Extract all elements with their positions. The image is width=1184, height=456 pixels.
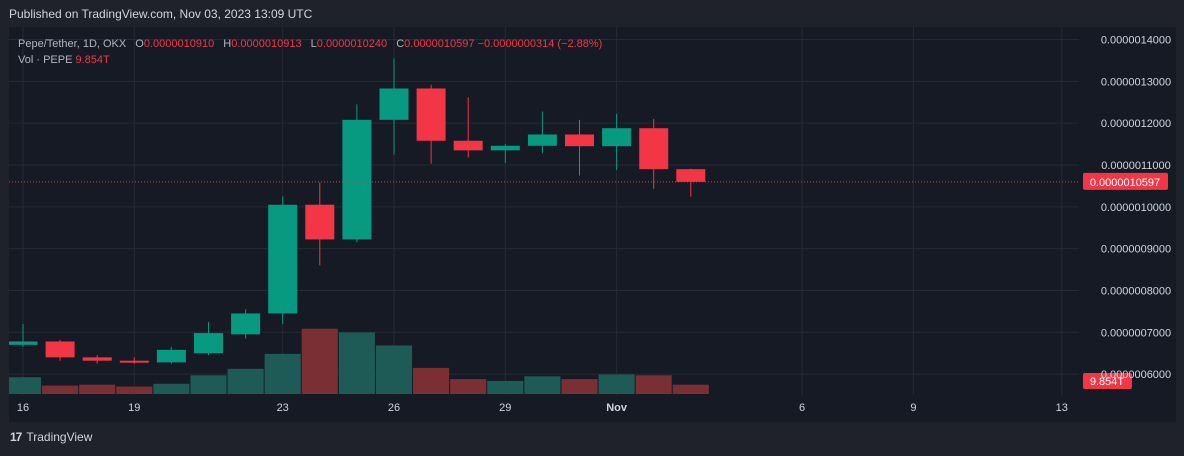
candle-body — [490, 145, 520, 151]
price-tick-label: 0.0000010000 — [1101, 202, 1171, 214]
candle-body — [527, 134, 557, 146]
grid — [9, 27, 1079, 395]
volume-bars — [9, 328, 709, 394]
volume-bar — [264, 353, 301, 394]
close-value: 0.0000010597 — [404, 38, 475, 50]
open-label: O — [135, 38, 144, 50]
legend: Pepe/Tether, 1D, OKX O0.0000010910 H0.00… — [18, 36, 602, 68]
price-tick-label: 0.0000009000 — [1101, 244, 1171, 256]
footer[interactable]: 17 TradingView — [10, 430, 92, 444]
price-tick-label: 0.0000008000 — [1101, 285, 1171, 297]
candle-body — [453, 140, 483, 151]
candle-body — [194, 333, 223, 354]
price-tick-label: 0.0000006000 — [1101, 369, 1171, 381]
open-value: 0.0000010910 — [143, 38, 215, 50]
volume-bar — [375, 345, 413, 394]
volume-row: Vol · PEPE 9.854T — [18, 52, 602, 68]
tradingview-logo-icon: 17 — [10, 430, 22, 444]
volume-bar — [598, 374, 635, 394]
date-tick-label: 29 — [499, 402, 511, 414]
last-volume-label: 9.854T — [1090, 376, 1125, 388]
price-tick-label: 0.0000007000 — [1101, 327, 1171, 339]
volume-bar — [227, 368, 264, 394]
date-tick-label: 23 — [277, 402, 289, 414]
last-volume-badge — [1083, 373, 1132, 389]
price-tick-label: 0.0000011000 — [1101, 160, 1171, 172]
candle-body — [602, 128, 632, 147]
candle-body — [156, 349, 186, 363]
date-tick-label: 6 — [799, 402, 805, 414]
date-tick-label: 19 — [128, 402, 140, 414]
volume-bar — [42, 385, 79, 394]
volume-bar — [524, 376, 561, 394]
candle-body — [45, 341, 75, 358]
volume-bar — [672, 384, 709, 394]
volume-bar — [153, 383, 190, 394]
volume-bar — [9, 377, 42, 394]
date-tick-label: 9 — [910, 402, 916, 414]
candle-body — [9, 341, 38, 345]
candles — [9, 58, 706, 364]
change-value: −0.0000000314 (−2.88%) — [477, 38, 603, 50]
candle-body — [565, 134, 594, 147]
time-axis: 16 19 23 26 29 Nov 6 9 13 — [17, 402, 1068, 414]
candle-body — [119, 360, 149, 363]
brand-label: TradingView — [26, 430, 93, 444]
last-price-line: 0.0000010597 9.854T — [9, 172, 1168, 389]
volume-label: Vol · PEPE — [18, 54, 73, 66]
low-value: 0.0000010240 — [316, 38, 388, 50]
date-tick-label: 26 — [388, 402, 400, 414]
price-tick-label: 0.0000014000 — [1101, 35, 1171, 47]
high-label: H — [223, 38, 232, 50]
candle-body — [305, 204, 335, 240]
date-tick-label: 16 — [17, 402, 29, 414]
candle-body — [379, 88, 409, 120]
high-value: 0.0000010913 — [231, 38, 302, 50]
candlestick-chart[interactable]: 0.0000010597 9.854T 0.0000006000 0.0000007… — [9, 27, 1176, 422]
date-tick-label: 13 — [1056, 402, 1068, 414]
price-axis: 0.0000006000 0.0000007000 0.0000008000 0.00… — [1101, 35, 1171, 382]
price-tick-label: 0.0000013000 — [1101, 76, 1171, 88]
volume-bar — [450, 379, 487, 394]
close-label: C — [396, 38, 405, 50]
volume-bar — [561, 379, 598, 394]
last-price-label: 0.0000010597 — [1090, 177, 1160, 189]
volume-bar — [413, 367, 450, 394]
volume-bar — [487, 380, 524, 394]
candle-body — [268, 204, 298, 314]
candle-body — [416, 88, 446, 141]
date-tick-label: Nov — [606, 402, 628, 414]
last-price-badge — [1083, 172, 1168, 190]
volume-bar — [301, 328, 338, 394]
volume-bar — [190, 375, 227, 394]
volume-bar — [116, 386, 153, 394]
chart-frame[interactable]: 0.0000010597 9.854T 0.0000006000 0.0000007… — [9, 27, 1176, 422]
price-tick-label: 0.0000012000 — [1101, 118, 1171, 130]
volume-bar — [79, 384, 116, 394]
volume-value: 9.854T — [75, 54, 110, 66]
symbol-label: Pepe/Tether, 1D, OKX — [18, 38, 127, 50]
volume-bar — [338, 332, 375, 394]
candle-body — [676, 169, 706, 182]
low-label: L — [310, 38, 317, 50]
ohlc-row: Pepe/Tether, 1D, OKX O0.0000010910 H0.00… — [18, 36, 602, 52]
candle-body — [231, 313, 261, 335]
candle-body — [82, 357, 112, 361]
published-header: Published on TradingView.com, Nov 03, 20… — [9, 7, 313, 21]
candle-body — [639, 128, 669, 170]
volume-bar — [635, 375, 672, 394]
candle-body — [342, 119, 372, 240]
